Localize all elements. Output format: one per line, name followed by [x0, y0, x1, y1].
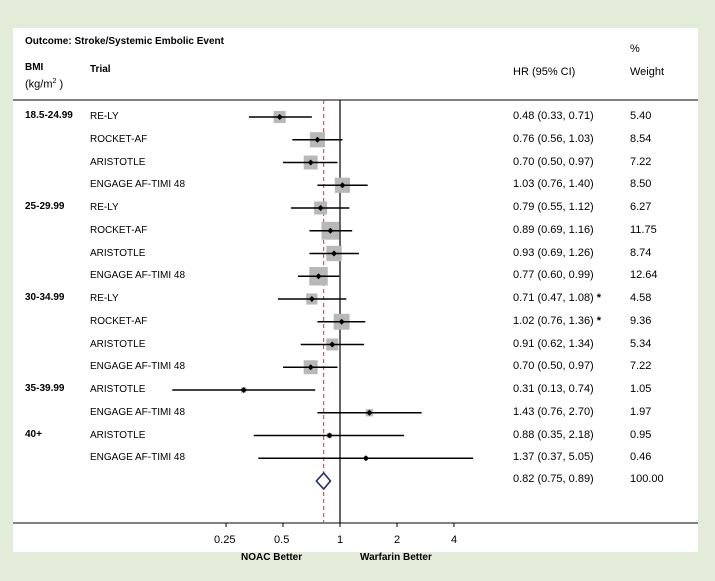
trial-name: ROCKET-AF: [90, 224, 148, 236]
bmi-group-label: 25-29.99: [25, 201, 65, 212]
point-estimate-marker: [362, 455, 369, 462]
trial-name: ARISTOTLE: [90, 429, 146, 441]
hr-ci-text: 0.89 (0.69, 1.16): [513, 223, 594, 236]
hr-ci-text: 0.79 (0.55, 1.12): [513, 201, 594, 213]
hr-ci-text: 0.77 (0.60, 0.99): [513, 269, 594, 282]
x-tick-label: 1: [337, 534, 344, 546]
chart-title: Outcome: Stroke/Systemic Embolic Event: [25, 36, 224, 47]
weight-header: Weight: [630, 66, 665, 78]
hr-ci-text: 1.02 (0.76, 1.36) *: [513, 314, 602, 327]
trial-name: ENGAGE AF-TIMI 48: [90, 406, 186, 418]
bmi-unit-open: (kg/m: [25, 78, 53, 91]
overall-estimate-diamond: [315, 471, 332, 491]
hr-ci-text: 0.70 (0.50, 0.97): [513, 360, 594, 373]
hr-ci-text: 0.93 (0.69, 1.26): [513, 246, 594, 259]
weight-value: 7.22: [630, 155, 652, 168]
trial-name: RE-LY: [90, 293, 119, 304]
trial-name: ROCKET-AF: [90, 133, 148, 145]
hr-ci-text: 0.48 (0.33, 0.71): [513, 110, 594, 122]
bmi-group-label: 40+: [25, 428, 42, 440]
weight-value: 5.34: [630, 337, 652, 350]
forest-plot-svg: [13, 99, 698, 527]
hr-ci-text: 0.31 (0.13, 0.74): [513, 383, 594, 395]
trial-name: ARISTOTLE: [90, 338, 146, 350]
trial-name: ENGAGE AF-TIMI 48: [90, 452, 186, 464]
weight-value: 11.75: [630, 223, 657, 236]
weight-value: 8.50: [630, 178, 652, 191]
trial-name: RE-LY: [90, 202, 119, 213]
x-tick-label: 0.5: [274, 534, 290, 546]
weight-value: 0.95: [630, 428, 652, 441]
weight-value: 9.36: [630, 314, 652, 327]
hr-ci-text: 0.91 (0.62, 1.34): [513, 337, 594, 350]
overall-ci-text: 0.82 (0.75, 0.89): [513, 473, 594, 485]
point-estimate-marker: [331, 250, 338, 257]
point-estimate-marker: [329, 341, 336, 348]
weight-value: 1.05: [630, 383, 652, 395]
x-tick-label: 4: [450, 534, 458, 546]
weight-value: 8.54: [630, 132, 652, 145]
hr-header: HR (95% CI): [513, 66, 576, 78]
weight-value: 8.74: [630, 246, 652, 259]
bmi-unit-close: ): [56, 78, 64, 91]
point-estimate-marker: [315, 273, 322, 280]
point-estimate-marker: [307, 159, 314, 166]
bmi-group-label: 30-34.99: [25, 292, 65, 303]
hr-ci-text: 1.37 (0.37, 5.05): [513, 451, 594, 464]
weight-symbol-header: %: [630, 43, 640, 55]
significance-star: *: [593, 292, 602, 304]
point-estimate-marker: [327, 227, 334, 234]
weight-value: 7.22: [630, 360, 652, 373]
point-estimate-marker: [366, 409, 373, 416]
trial-name: ARISTOTLE: [90, 384, 146, 395]
trial-header: Trial: [90, 64, 111, 75]
point-estimate-marker: [240, 387, 247, 393]
trial-name: ENGAGE AF-TIMI 48: [90, 270, 186, 282]
point-estimate-marker: [317, 205, 324, 211]
trial-name: ENGAGE AF-TIMI 48: [90, 179, 186, 191]
point-estimate-marker: [314, 136, 321, 143]
hr-ci-text: 1.03 (0.76, 1.40): [513, 178, 594, 191]
trial-name: ARISTOTLE: [90, 247, 146, 259]
hr-ci-text: 1.43 (0.76, 2.70): [513, 405, 594, 418]
x-tick-label: 0.25: [214, 534, 236, 546]
significance-star: *: [593, 314, 602, 327]
weight-value: 1.97: [630, 405, 652, 418]
weight-value: 5.40: [630, 110, 652, 122]
overall-weight-text: 100.00: [630, 473, 664, 485]
point-estimate-marker: [338, 318, 345, 325]
bmi-unit-header: (kg/m2 ): [25, 78, 63, 91]
hr-ci-text: 0.71 (0.47, 1.08) *: [513, 292, 602, 304]
trial-name: ROCKET-AF: [90, 315, 148, 327]
x-tick-label: 2: [393, 534, 401, 546]
weight-value: 12.64: [630, 269, 658, 282]
hr-ci-text: 0.88 (0.35, 2.18): [513, 428, 594, 441]
bmi-unit-sup: 2: [52, 78, 57, 85]
trial-name: RE-LY: [90, 111, 119, 122]
bmi-group-label: 18.5-24.99: [25, 110, 73, 121]
point-estimate-marker: [339, 182, 346, 189]
trial-name: ENGAGE AF-TIMI 48: [90, 361, 186, 373]
point-estimate-marker: [307, 364, 314, 371]
bmi-group-label: 35-39.99: [25, 383, 65, 394]
noac-better-label: NOAC Better: [241, 552, 303, 563]
point-estimate-marker: [326, 432, 333, 439]
hr-ci-text: 0.70 (0.50, 0.97): [513, 155, 594, 168]
trial-name: ARISTOTLE: [90, 156, 146, 168]
weight-value: 4.58: [630, 292, 652, 304]
warfarin-better-label: Warfarin Better: [360, 552, 432, 563]
forest-plot-panel: Outcome: Stroke/Systemic Embolic Event B…: [13, 28, 698, 563]
weight-value: 0.46: [630, 451, 652, 464]
hr-ci-text: 0.76 (0.56, 1.03): [513, 132, 594, 145]
bmi-header: BMI: [25, 62, 44, 73]
point-estimate-marker: [276, 114, 283, 120]
weight-value: 6.27: [630, 201, 652, 213]
point-estimate-marker: [308, 296, 315, 302]
